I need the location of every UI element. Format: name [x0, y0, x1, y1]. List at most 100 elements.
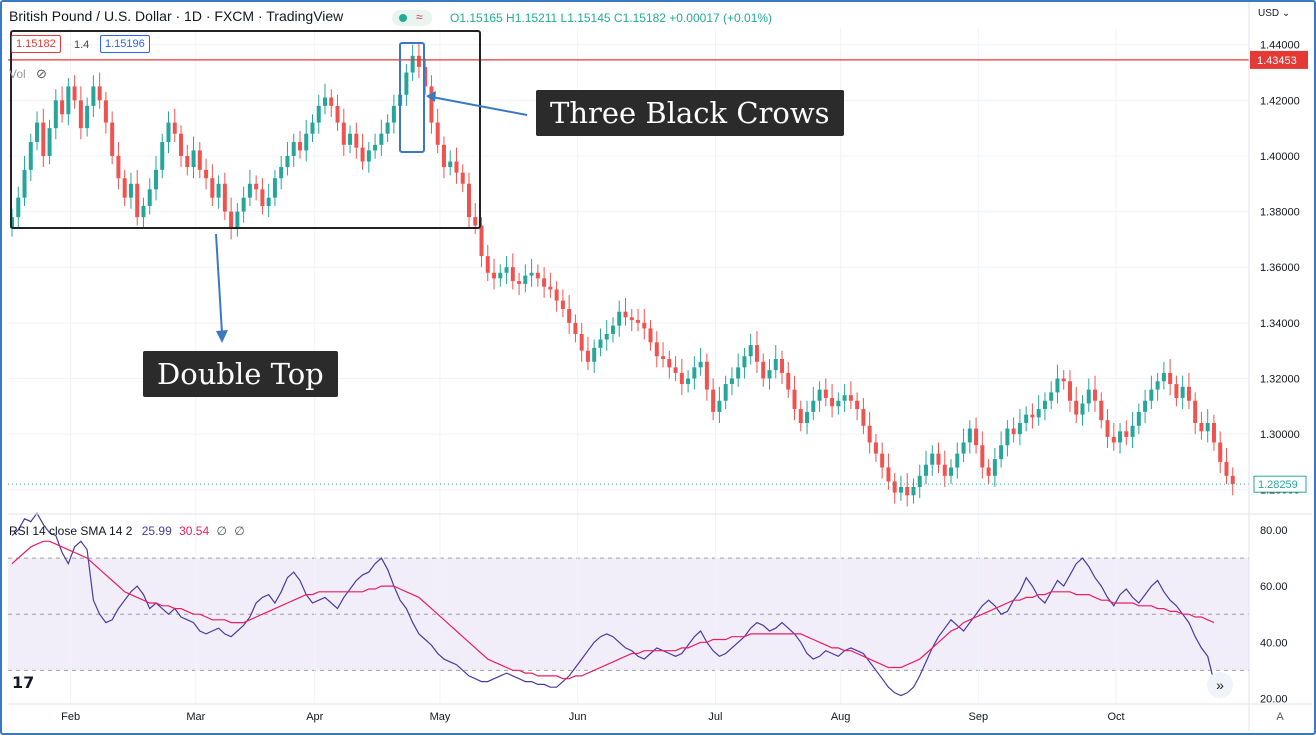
candle-body [35, 122, 40, 143]
candle-body [798, 409, 803, 423]
candle-body [323, 97, 328, 106]
candle-body [1211, 422, 1216, 443]
double-top-arrow-shaft [215, 233, 223, 334]
candle-body [229, 211, 234, 229]
candle-body [110, 122, 115, 156]
candle-body [1149, 389, 1154, 401]
candle-body [1093, 389, 1098, 401]
candle-body [153, 169, 158, 190]
candle-body [905, 486, 910, 496]
candle-body [41, 122, 46, 156]
candle-body [460, 172, 465, 184]
candle-body [391, 105, 396, 123]
candle-body [279, 167, 284, 179]
candle-body [554, 289, 559, 301]
candle-body [579, 333, 584, 351]
candle-body [60, 100, 65, 115]
candle-body [880, 453, 885, 468]
candle-body [1130, 425, 1135, 437]
candle-body [404, 72, 409, 95]
candle-body [917, 475, 922, 487]
candle-body [754, 345, 759, 362]
three-black-crows-box [399, 42, 425, 153]
candle-body [817, 389, 822, 401]
rsi-value: 25.99 [141, 524, 172, 538]
candle-body [736, 367, 741, 379]
candle-body [1049, 392, 1054, 401]
rsi-empty-2: ∅ [234, 524, 245, 538]
candle-body [297, 142, 302, 151]
month-tick-label: May [430, 711, 451, 723]
candle-body [748, 345, 753, 357]
candle-body [648, 328, 653, 343]
candle-body [466, 183, 471, 218]
candle-body [1111, 436, 1116, 443]
candle-body [435, 122, 440, 145]
candle-body [535, 272, 540, 279]
candle-body [147, 189, 152, 207]
candle-body [761, 361, 766, 379]
candle-body [304, 133, 309, 151]
hidden-eye-icon[interactable]: ⊘ [36, 66, 47, 81]
candle-body [410, 55, 415, 73]
candle-body [805, 411, 810, 423]
price-badge-mid: 1.4 [74, 39, 90, 51]
candle-body [1055, 378, 1060, 393]
candle-body [103, 100, 108, 123]
candle-body [992, 459, 997, 476]
candle-body [642, 322, 647, 329]
price-badge-red: 1.15182 [11, 35, 61, 53]
candle-body [354, 133, 359, 148]
status-pill[interactable]: ≈ [392, 10, 432, 26]
rsi-sma-value: 30.54 [179, 524, 210, 538]
candle-body [28, 142, 33, 170]
candle-body [1024, 414, 1029, 423]
candle-body [416, 55, 421, 67]
candle-body [686, 378, 691, 385]
candle-body [272, 178, 277, 198]
auto-scale-button[interactable]: A [1276, 711, 1284, 723]
candle-body [1186, 386, 1191, 401]
candle-body [999, 445, 1004, 460]
candle-body [861, 409, 866, 426]
price-tick-label: 1.44000 [1260, 40, 1300, 52]
scroll-to-realtime-button[interactable]: » [1207, 672, 1233, 698]
candle-body [1005, 428, 1010, 446]
candle-body [91, 86, 96, 106]
candle-body [1074, 400, 1079, 415]
candle-body [898, 486, 903, 493]
rsi-tick-label: 80.00 [1260, 525, 1288, 537]
candle-body [523, 275, 528, 284]
vol-label[interactable]: Vol [9, 67, 26, 81]
grid [8, 28, 1249, 704]
chart-title: British Pound / U.S. Dollar · 1D · FXCM … [9, 8, 344, 24]
candle-body [974, 428, 979, 446]
candle-body [141, 206, 146, 218]
candle-body [823, 389, 828, 398]
candle-body [1193, 400, 1198, 423]
candle-body [955, 453, 960, 468]
rsi-tick-label: 40.00 [1260, 637, 1288, 649]
candle-body [366, 150, 371, 162]
month-tick-label: Feb [61, 711, 80, 723]
candle-body [830, 397, 835, 407]
candle-body [698, 361, 703, 368]
candle-body [379, 133, 384, 145]
candle-body [1099, 400, 1104, 421]
candle-body [911, 486, 916, 496]
candle-body [717, 400, 722, 412]
rsi-pane [11, 512, 1215, 697]
candle-body [122, 178, 127, 198]
candle-body [204, 169, 209, 179]
candle-body [1124, 431, 1129, 437]
currency-selector[interactable]: USD ⌄ [1258, 8, 1290, 19]
candle-body [867, 425, 872, 443]
candle-body [842, 395, 847, 401]
candle-body [679, 372, 684, 385]
candle-body [592, 347, 597, 362]
candle-body [316, 105, 321, 123]
month-tick-label: Mar [186, 711, 205, 723]
candle-body [429, 86, 434, 123]
candle-body [930, 453, 935, 465]
resistance-price-label: 1.43453 [1257, 55, 1297, 67]
